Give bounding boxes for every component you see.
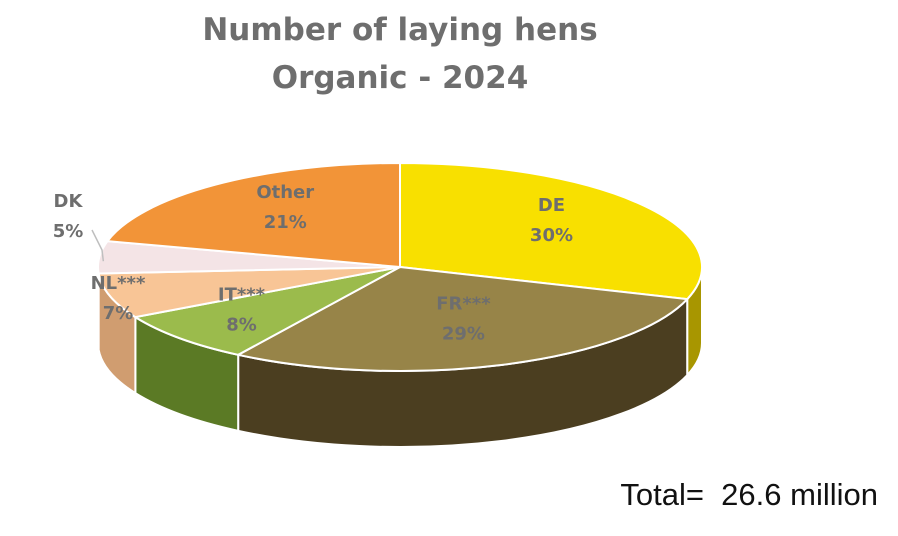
slice-value-it: 8% bbox=[226, 314, 257, 335]
slice-name-nl: NL*** bbox=[91, 273, 146, 294]
pie-label-layer: DE 30% FR*** 29% IT*** 8% NL*** 7% DK 5% Other 21% bbox=[53, 182, 573, 345]
slice-name-it: IT*** bbox=[218, 284, 266, 305]
slice-name-other: Other bbox=[256, 182, 314, 203]
chart-title-line-1: Number of laying hens bbox=[202, 12, 598, 48]
pie-slice-nl bbox=[97, 266, 401, 319]
slice-value-dk: 5% bbox=[53, 221, 84, 242]
chart-title: Number of laying hens Organic - 2024 bbox=[0, 6, 800, 102]
slice-name-fr: FR*** bbox=[436, 294, 491, 315]
total-annotation: Total= 26.6 million bbox=[620, 477, 878, 512]
chart-title-line-2: Organic - 2024 bbox=[271, 60, 529, 96]
slice-value-de: 30% bbox=[530, 225, 573, 246]
slice-value-other: 21% bbox=[264, 212, 307, 233]
slice-value-fr: 29% bbox=[442, 324, 485, 345]
pie-slice-it bbox=[132, 266, 401, 356]
slice-name-de: DE bbox=[538, 195, 565, 216]
leader-line-dk bbox=[91, 229, 105, 262]
pie-top-layer bbox=[97, 161, 703, 372]
pie-slice-other bbox=[105, 161, 401, 269]
pie-slice-fr bbox=[235, 265, 690, 372]
pie-side-layer bbox=[97, 266, 703, 448]
slice-value-nl: 7% bbox=[103, 303, 134, 324]
slice-name-dk: DK bbox=[54, 191, 84, 212]
pie-slice-de bbox=[399, 161, 703, 301]
